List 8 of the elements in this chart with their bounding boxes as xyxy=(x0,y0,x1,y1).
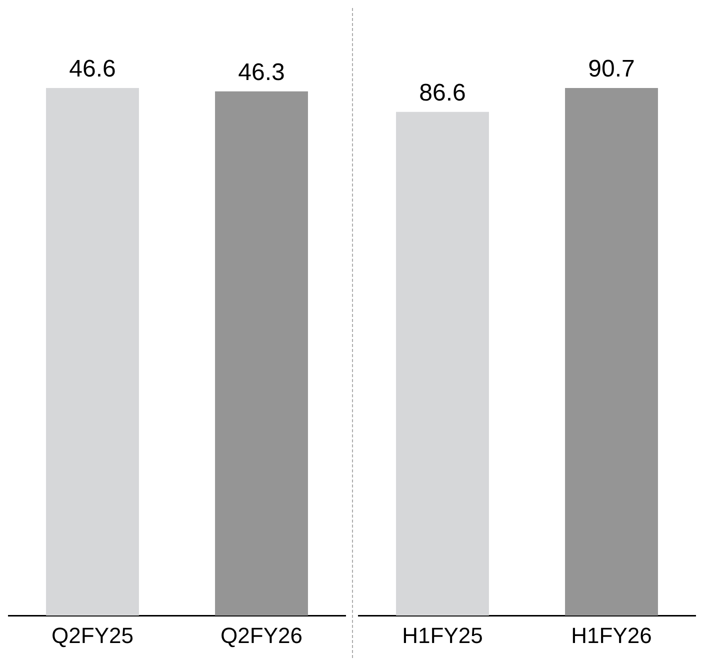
data-label: 46.6 xyxy=(69,56,116,83)
x-tick-label: H1FY26 xyxy=(571,622,652,648)
x-tick-label: Q2FY26 xyxy=(220,622,302,648)
data-label: 90.7 xyxy=(588,56,635,83)
x-tick-label: Q2FY25 xyxy=(52,622,134,648)
x-tick-label: H1FY25 xyxy=(402,622,483,648)
data-label: 86.6 xyxy=(419,79,466,106)
data-label: 46.3 xyxy=(238,59,285,86)
